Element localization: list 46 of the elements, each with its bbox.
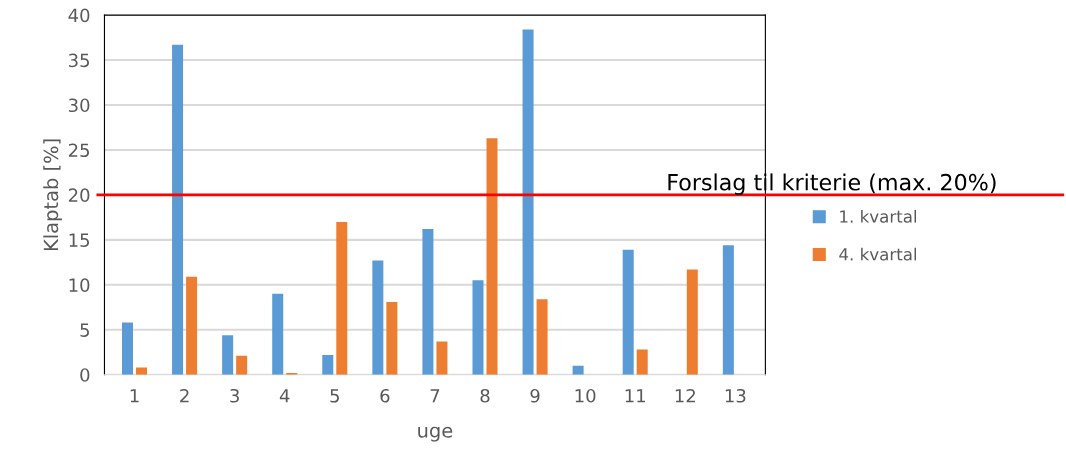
bar — [436, 341, 448, 375]
bar — [522, 29, 534, 375]
x-tick-label: 3 — [230, 388, 239, 403]
bar — [186, 276, 198, 375]
bar — [272, 293, 284, 375]
legend-label: 4. kvartal — [839, 247, 917, 261]
y-axis-title: Klaptab [%] — [43, 139, 63, 251]
bar — [636, 349, 648, 375]
x-tick-label: 5 — [330, 389, 339, 403]
legend-label: 1. kvartal — [840, 209, 917, 223]
x-tick-label: 7 — [430, 389, 440, 403]
x-tick-label: 2 — [180, 388, 189, 403]
y-tick-label: 35 — [68, 53, 89, 68]
bar — [386, 301, 398, 375]
bar — [422, 229, 434, 375]
x-tick-label: 12 — [675, 388, 695, 403]
x-axis-title: uge — [418, 426, 453, 442]
y-tick-label: 30 — [68, 98, 90, 113]
x-tick-label: 4 — [279, 389, 290, 403]
bar — [322, 354, 334, 375]
y-tick-label: 20 — [68, 188, 90, 203]
x-tick-label: 6 — [380, 388, 390, 403]
y-tick-label: 10 — [69, 278, 90, 292]
bar — [372, 260, 384, 375]
bar — [222, 335, 234, 375]
y-tick-label: 5 — [80, 323, 89, 337]
bar — [472, 280, 484, 375]
x-tick-label: 1 — [130, 389, 139, 403]
x-tick-label: 9 — [530, 388, 540, 403]
bar — [172, 44, 184, 375]
bar — [686, 269, 698, 375]
y-tick-label: 0 — [80, 368, 90, 382]
x-tick-label: 11 — [625, 389, 646, 403]
bar — [121, 322, 134, 375]
bar — [722, 245, 734, 375]
bar — [622, 249, 634, 375]
bar — [486, 138, 498, 375]
x-tick-label: 10 — [575, 388, 596, 403]
y-tick-label: 25 — [68, 143, 89, 158]
bar — [536, 299, 548, 375]
x-tick-label: 13 — [725, 388, 746, 403]
y-tick-label: 15 — [69, 233, 89, 247]
bar — [336, 221, 348, 375]
bar — [236, 355, 248, 375]
y-tick-label: 40 — [68, 8, 90, 23]
x-tick-label: 8 — [480, 388, 490, 403]
